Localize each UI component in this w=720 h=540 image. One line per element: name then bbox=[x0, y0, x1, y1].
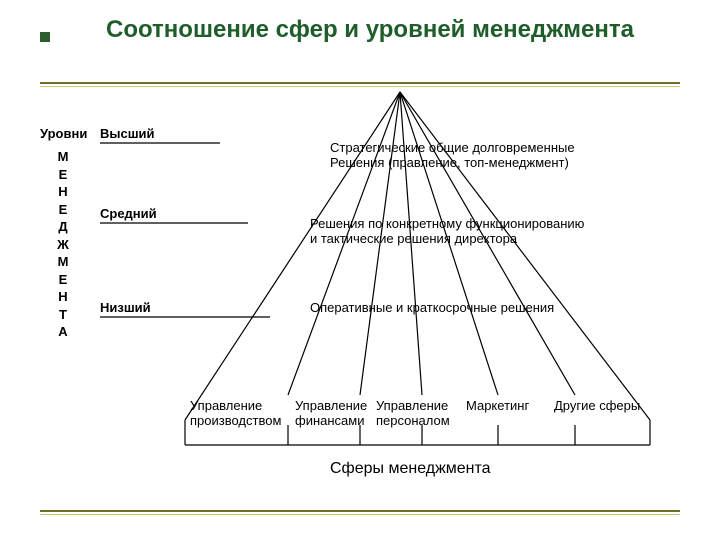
pyramid-diagram bbox=[0, 0, 720, 540]
slide: { "title": "Соотношение сфер и уровней м… bbox=[0, 0, 720, 540]
